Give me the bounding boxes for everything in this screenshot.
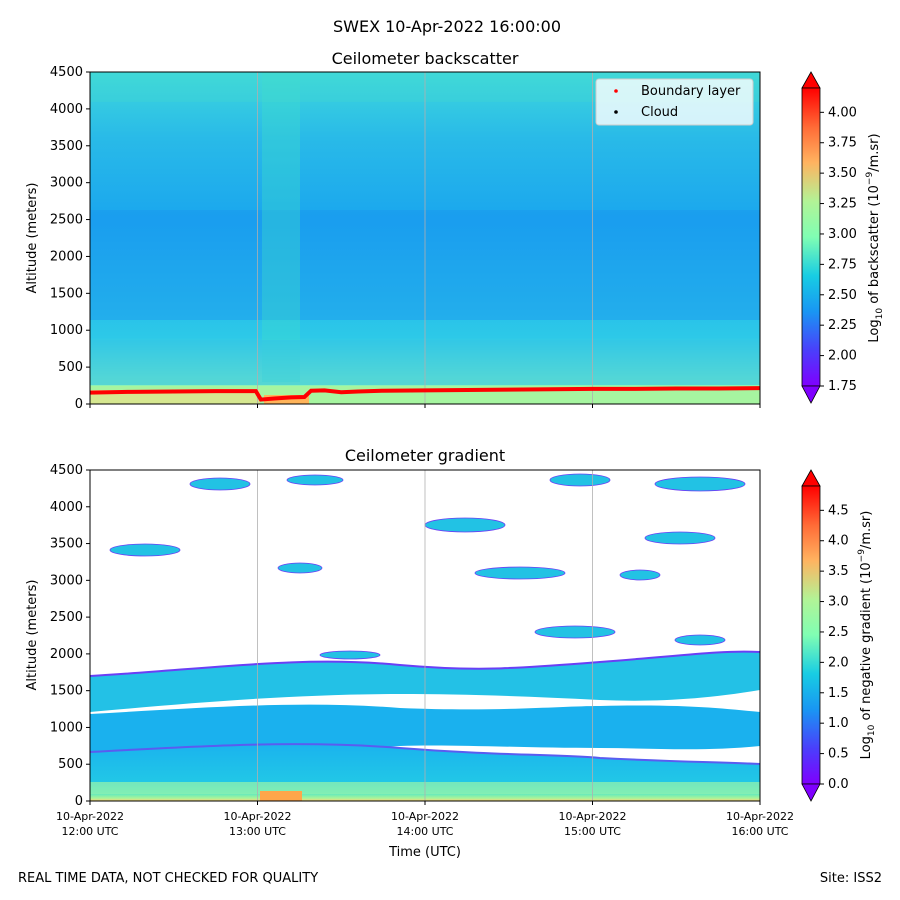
legend-marker-cloud [614,110,618,114]
colorbar-tick-label: 1.5 [828,686,849,701]
colorbar-tick-label: 3.0 [828,595,849,610]
legend-marker-boundary-layer [614,89,618,93]
gradient-y-axis: 0 500 1000 1500 2000 2500 3000 3500 4000 4500 [50,463,90,809]
colorbar-tick-label: 1.75 [828,379,857,394]
y-tick-label: 4500 [50,463,83,478]
colorbar-tick-label: 0.0 [828,777,849,792]
y-tick-label: 2500 [50,610,83,625]
colorbar-tick-label: 3.5 [828,564,849,579]
colorbar-tick-label: 1.0 [828,716,849,731]
colorbar-tick-label: 4.00 [828,105,857,120]
y-tick-label: 500 [58,757,83,772]
gradient-ylabel: Altitude (meters) [25,580,40,691]
gradient-panel: Ceilometer gradient [25,446,877,860]
backscatter-gridlines [257,72,593,404]
y-tick-label: 3500 [50,139,83,154]
figure-title: SWEX 10-Apr-2022 16:00:00 [333,17,561,36]
legend: Boundary layer Cloud [595,78,754,126]
legend-label-cloud: Cloud [641,105,678,120]
x-tick-label-date: 10-Apr-2022 [726,810,794,823]
gradient-title: Ceilometer gradient [345,446,505,465]
colorbar-tick-label: 2.5 [828,625,849,640]
boundary-layer-series [89,386,761,402]
colorbar-tick-label: 3.75 [828,136,857,151]
y-tick-label: 4000 [50,102,83,117]
x-axis-label: Time (UTC) [388,845,461,860]
y-tick-label: 500 [58,360,83,375]
colorbar-tick-label: 3.00 [828,227,857,242]
colorbar-tick-label: 2.50 [828,288,857,303]
x-tick-label-date: 10-Apr-2022 [558,810,626,823]
backscatter-x-ticks [89,404,761,408]
colorbar-tick-label: 4.0 [828,534,849,549]
y-tick-label: 4000 [50,500,83,515]
y-tick-label: 2500 [50,213,83,228]
y-tick-label: 0 [75,794,83,809]
gradient-gridlines [257,470,593,801]
y-tick-label: 1000 [50,720,83,735]
y-tick-label: 2000 [50,647,83,662]
y-tick-label: 1500 [50,684,83,699]
y-tick-label: 0 [75,397,83,412]
y-tick-label: 3000 [50,573,83,588]
y-tick-label: 1000 [50,323,83,338]
x-tick-label-time: 13:00 UTC [229,825,286,838]
gradient-x-axis: 10-Apr-2022 12:00 UTC 10-Apr-2022 13:00 UTC… [56,801,794,838]
y-tick-label: 1500 [50,286,83,301]
colorbar-tick-label: 2.75 [828,257,857,272]
colorbar-tick-label: 4.5 [828,503,849,518]
backscatter-ylabel: Altitude (meters) [25,183,40,294]
legend-label-boundary-layer: Boundary layer [641,84,741,99]
y-tick-label: 4500 [50,65,83,80]
colorbar-tick-label: 2.25 [828,318,857,333]
backscatter-colorbar: 1.75 2.00 2.25 2.50 2.75 3.00 3.25 3.50 3.75 4.00… [801,71,885,404]
gradient-colorbar-label: Log10 of negative gradient (10−9/m.sr) [857,511,877,760]
colorbar-tick-label: 0.5 [828,747,849,762]
backscatter-panel: Ceilometer backscatter 0 500 1000 1500 2000 2… [25,49,885,412]
x-tick-label-date: 10-Apr-2022 [56,810,124,823]
x-tick-label-time: 12:00 UTC [61,825,118,838]
backscatter-y-axis: 0 500 1000 1500 2000 2500 3000 3500 4000 4500 [50,65,90,412]
backscatter-title: Ceilometer backscatter [332,49,519,68]
x-tick-label-time: 15:00 UTC [564,825,621,838]
colorbar-tick-label: 2.00 [828,349,857,364]
colorbar-tick-label: 2.0 [828,655,849,670]
y-tick-label: 2000 [50,249,83,264]
x-tick-label-time: 16:00 UTC [731,825,788,838]
backscatter-colorbar-label: Log10 of backscatter (10−9/m.sr) [865,133,885,342]
y-tick-label: 3500 [50,537,83,552]
colorbar-tick-label: 3.25 [828,197,857,212]
y-tick-label: 3000 [50,176,83,191]
quality-disclaimer: REAL TIME DATA, NOT CHECKED FOR QUALITY [18,871,318,886]
x-tick-label-time: 14:00 UTC [396,825,453,838]
colorbar-tick-label: 3.50 [828,166,857,181]
site-label: Site: ISS2 [820,871,882,886]
x-tick-label-date: 10-Apr-2022 [223,810,291,823]
gradient-colorbar: 0.0 0.5 1.0 1.5 2.0 2.5 3.0 3.5 4.0 4.5 Log10 of … [801,469,877,802]
x-tick-label-date: 10-Apr-2022 [391,810,459,823]
